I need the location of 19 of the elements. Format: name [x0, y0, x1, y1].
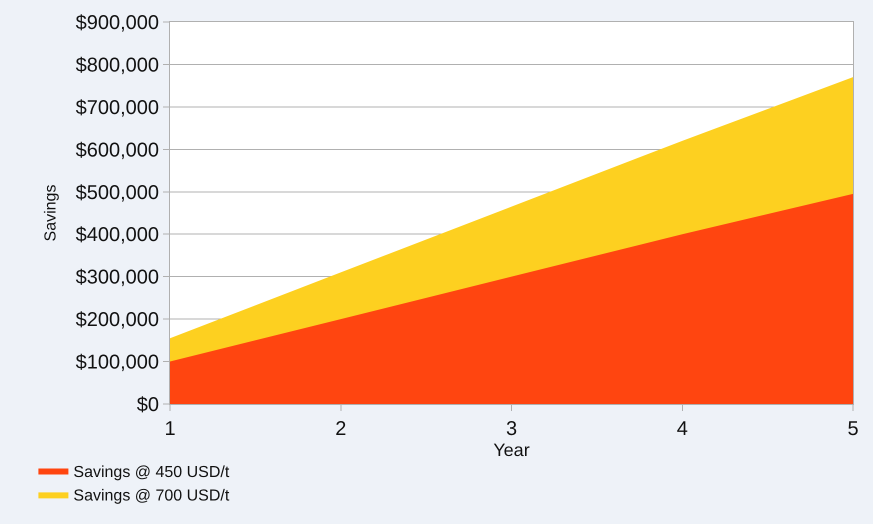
y-tick-label: $300,000 [76, 266, 159, 289]
legend-label: Savings @ 450 USD/t [73, 464, 230, 481]
y-tick-label: $500,000 [76, 182, 159, 204]
y-tick-label: $400,000 [76, 224, 159, 246]
y-tick-label: $0 [136, 394, 159, 416]
x-axis-title: Year [493, 440, 530, 460]
y-tick-label: $100,000 [76, 352, 159, 374]
x-tick-label: 3 [506, 418, 518, 440]
x-tick-label: 1 [164, 418, 176, 440]
x-tick-label: 5 [847, 418, 859, 440]
x-tick-label: 4 [676, 418, 688, 440]
y-axis-title: Savings [42, 184, 60, 242]
y-tick-label: $600,000 [76, 139, 159, 162]
y-tick-label: $900,000 [76, 12, 159, 34]
y-tick-label: $700,000 [76, 96, 159, 119]
y-tick-label: $800,000 [76, 54, 159, 76]
legend-label: Savings @ 700 USD/t [73, 488, 230, 505]
y-tick-label: $200,000 [76, 309, 159, 332]
x-tick-label: 2 [335, 418, 346, 440]
